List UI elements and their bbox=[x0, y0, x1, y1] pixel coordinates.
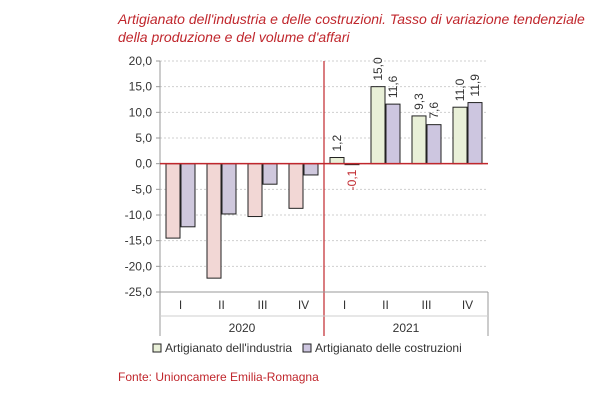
x-group-label: 2020 bbox=[229, 321, 256, 335]
y-tick-label: -5,0 bbox=[131, 182, 152, 196]
y-tick-label: 20,0 bbox=[129, 54, 153, 68]
y-tick-label: 5,0 bbox=[135, 131, 152, 145]
data-label: -0,1 bbox=[345, 169, 359, 190]
source-note: Fonte: Unioncamere Emilia-Romagna bbox=[118, 370, 319, 384]
x-tick-label: IV bbox=[298, 298, 309, 312]
bar bbox=[411, 115, 427, 165]
bar bbox=[165, 163, 181, 239]
legend-label: Artigianato dell'industria bbox=[165, 341, 292, 355]
bar bbox=[329, 157, 345, 165]
x-tick-label: I bbox=[343, 298, 346, 312]
bar bbox=[180, 163, 196, 228]
legend-swatch bbox=[302, 343, 312, 353]
x-tick-label: II bbox=[382, 298, 389, 312]
data-label: 1,2 bbox=[330, 134, 344, 151]
bar bbox=[385, 103, 401, 165]
x-tick-label: I bbox=[179, 298, 182, 312]
chart-title: Artigianato dell'industria e delle costr… bbox=[118, 11, 585, 45]
bar bbox=[426, 124, 442, 165]
x-tick-label: III bbox=[257, 298, 267, 312]
bar bbox=[467, 102, 483, 165]
data-label: 11,0 bbox=[453, 78, 467, 101]
x-group-label: 2021 bbox=[393, 321, 420, 335]
y-tick-label: -20,0 bbox=[125, 259, 153, 273]
data-label: 11,6 bbox=[386, 75, 400, 98]
y-tick-label: 0,0 bbox=[135, 157, 152, 171]
x-tick-label: IV bbox=[462, 298, 473, 312]
x-tick-label: III bbox=[421, 298, 431, 312]
data-label: 9,3 bbox=[412, 93, 426, 110]
bar bbox=[288, 163, 304, 209]
bar bbox=[370, 86, 386, 165]
y-tick-label: -25,0 bbox=[125, 285, 153, 299]
legend-swatch bbox=[152, 343, 162, 353]
x-tick-label: II bbox=[218, 298, 225, 312]
y-tick-label: -10,0 bbox=[125, 208, 153, 222]
bar bbox=[206, 163, 222, 279]
data-label: 11,9 bbox=[468, 74, 482, 97]
bar bbox=[262, 163, 278, 185]
bar bbox=[221, 163, 237, 215]
data-label: 15,0 bbox=[371, 57, 385, 81]
y-tick-label: -15,0 bbox=[125, 234, 153, 248]
bar bbox=[303, 163, 319, 176]
bar bbox=[452, 106, 468, 165]
data-label: 7,6 bbox=[427, 102, 441, 119]
y-tick-label: 15,0 bbox=[129, 80, 153, 94]
bar bbox=[247, 163, 263, 218]
y-tick-label: 10,0 bbox=[129, 105, 153, 119]
legend-label: Artigianato delle costruzioni bbox=[315, 341, 462, 355]
